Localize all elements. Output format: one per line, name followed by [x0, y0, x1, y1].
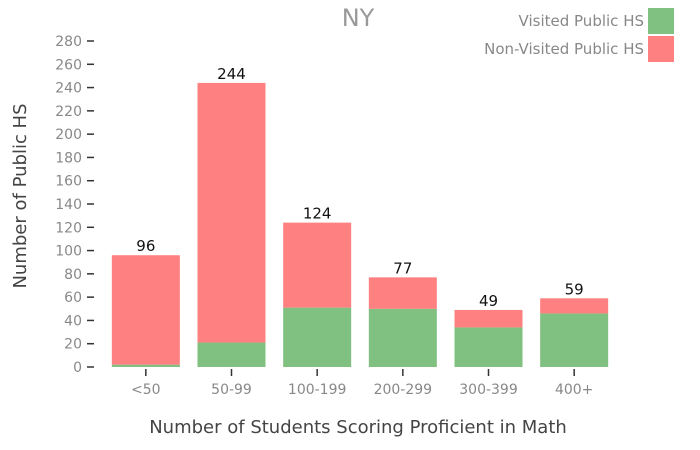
y-tick-label: 180	[55, 150, 82, 166]
bar-total-label: 244	[217, 65, 246, 83]
non-visited-bar-segment	[197, 82, 266, 343]
y-tick-label: 40	[64, 313, 82, 329]
visited-bar-segment	[368, 308, 437, 367]
x-tick-label: 200-299	[374, 382, 433, 398]
visited-bar-segment	[540, 313, 609, 367]
y-tick-label: 140	[55, 197, 82, 213]
legend-swatch	[648, 8, 674, 34]
bar-total-label: 96	[136, 237, 155, 255]
y-tick-label: 200	[55, 127, 82, 143]
non-visited-bar-segment	[368, 277, 437, 309]
y-tick-label: 80	[64, 267, 82, 283]
bar-total-label: 124	[303, 205, 332, 223]
x-tick-label: 300-399	[459, 382, 518, 398]
y-tick-label: 100	[55, 244, 82, 260]
bar-total-label: 59	[565, 280, 584, 298]
y-axis: 0 20 40 60 80 100 120 140 160 180 200 220 240 260 280	[55, 34, 94, 376]
x-axis: <50 50-99 100-199 200-299 300-399 400+	[131, 369, 593, 398]
y-tick-label: 260	[55, 57, 82, 73]
y-tick-label: 120	[55, 220, 82, 236]
legend-label: Non-Visited Public HS	[484, 40, 644, 58]
y-tick-label: 60	[64, 290, 82, 306]
y-tick-label: 220	[55, 104, 82, 120]
visited-bar-segment	[197, 342, 266, 367]
y-tick-label: 20	[64, 337, 82, 353]
x-tick-label: 50-99	[211, 382, 252, 398]
y-tick-label: 0	[73, 360, 82, 376]
x-tick-label: <50	[131, 382, 161, 398]
visited-bar-segment	[283, 307, 352, 367]
y-tick-label: 160	[55, 174, 82, 190]
chart-title: NY	[342, 4, 375, 32]
legend-swatch	[648, 36, 674, 62]
legend-label: Visited Public HS	[519, 12, 644, 30]
non-visited-bar-segment	[111, 255, 180, 365]
bars: 96 244 124 77 49 59	[111, 65, 609, 367]
non-visited-bar-segment	[283, 222, 352, 308]
bar-total-label: 49	[479, 292, 498, 310]
y-axis-title: Number of Public HS	[10, 103, 31, 288]
y-tick-label: 240	[55, 81, 82, 97]
visited-bar-segment	[454, 327, 523, 367]
non-visited-bar-segment	[540, 298, 609, 314]
x-tick-label: 100-199	[288, 382, 347, 398]
visited-bar-segment	[111, 364, 180, 367]
non-visited-bar-segment	[454, 309, 523, 328]
bar-total-label: 77	[393, 259, 412, 277]
x-tick-label: 400+	[555, 382, 593, 398]
legend: Visited Public HS Non-Visited Public HS	[484, 8, 674, 62]
y-tick-label: 280	[55, 34, 82, 50]
x-axis-title: Number of Students Scoring Proficient in…	[149, 417, 567, 438]
